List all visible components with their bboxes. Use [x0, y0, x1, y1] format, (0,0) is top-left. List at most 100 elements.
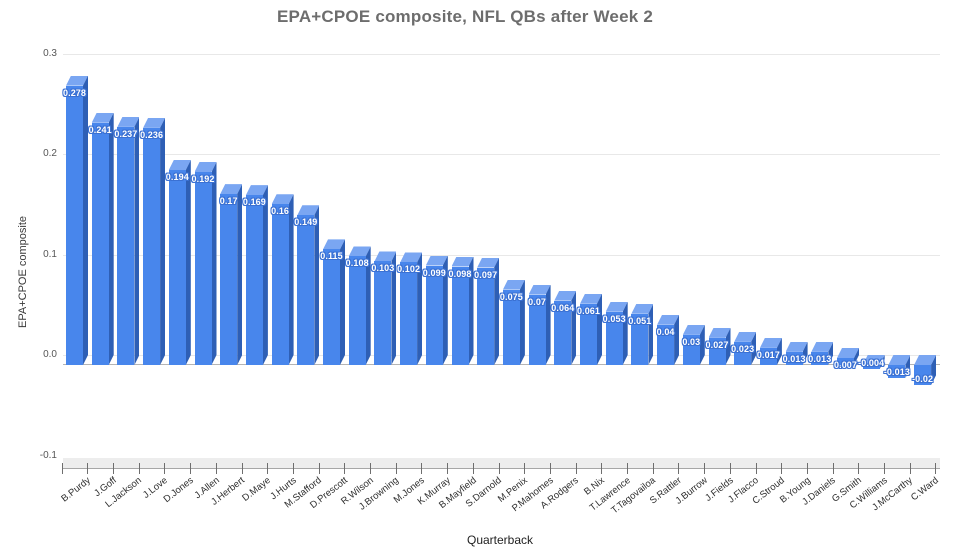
- bar[interactable]: [682, 324, 705, 365]
- axis-tick: [704, 463, 706, 474]
- bar-value-label: -0.004: [858, 358, 885, 369]
- axis-tick: [267, 463, 269, 474]
- bar-value-label: 0.075: [499, 291, 523, 302]
- bar[interactable]: [734, 331, 757, 365]
- bar-side-face: [571, 291, 576, 365]
- bar-top-face: [66, 75, 88, 86]
- bar-value-label: 0.236: [140, 129, 164, 140]
- bar[interactable]: [245, 185, 268, 365]
- bar-side-face: [674, 315, 679, 365]
- bar-value-label: 0.237: [114, 128, 138, 139]
- bar[interactable]: [580, 293, 602, 365]
- axis-tick: [113, 463, 115, 474]
- bar[interactable]: [657, 314, 680, 365]
- bar-value-label: 0.115: [320, 251, 343, 262]
- bar-top-face: [502, 279, 525, 290]
- bar-side-face: [751, 332, 756, 365]
- bar[interactable]: [168, 160, 191, 365]
- bar-value-label: 0.017: [756, 349, 780, 360]
- gridline: [63, 53, 940, 55]
- bar-side-face: [134, 117, 139, 365]
- y-tick-label: 0.3: [43, 47, 57, 59]
- bar[interactable]: [708, 327, 731, 365]
- bar-value-label: 0.099: [422, 267, 446, 278]
- bar[interactable]: [811, 341, 834, 365]
- bar-side-face: [186, 160, 191, 365]
- bar-side-face: [494, 258, 499, 365]
- bar-side-face: [880, 355, 885, 369]
- bar-front-face: [682, 334, 700, 365]
- axis-tick: [678, 463, 680, 474]
- bar-front-face: [374, 261, 392, 365]
- bar[interactable]: [605, 301, 628, 365]
- bar-value-label: 0.16: [271, 206, 290, 217]
- bar[interactable]: [451, 256, 474, 365]
- bar[interactable]: [888, 355, 911, 379]
- bar[interactable]: [91, 112, 114, 365]
- bar-front-face: [323, 249, 340, 365]
- bar-value-label: 0.007: [833, 359, 858, 370]
- bar-value-label: 0.027: [705, 339, 729, 350]
- bar-front-face: [271, 204, 289, 365]
- bar[interactable]: [785, 341, 808, 365]
- bar-top-face: [734, 331, 757, 342]
- bar-front-face: [502, 289, 520, 365]
- bar-front-face: [554, 300, 572, 365]
- bar[interactable]: [374, 251, 397, 365]
- axis-tick: [498, 463, 500, 474]
- bar[interactable]: [143, 117, 166, 365]
- bar[interactable]: [348, 246, 371, 365]
- bar-side-face: [340, 239, 345, 365]
- bar[interactable]: [425, 255, 448, 365]
- bar[interactable]: [194, 162, 217, 365]
- bar[interactable]: [914, 355, 937, 386]
- bar-side-face: [803, 342, 808, 365]
- bar-front-face: [837, 357, 854, 365]
- bar-side-face: [83, 76, 88, 365]
- bar-front-face: [528, 294, 546, 365]
- bar[interactable]: [66, 75, 88, 365]
- bar[interactable]: [837, 347, 859, 365]
- bar[interactable]: [554, 290, 577, 365]
- bar-top-face: [862, 355, 885, 365]
- axis-tick: [755, 463, 757, 474]
- axis-tick: [935, 463, 937, 474]
- axis-tick: [549, 463, 551, 474]
- axis-tick: [652, 463, 654, 474]
- bar[interactable]: [502, 279, 525, 365]
- axis-tick: [909, 463, 911, 474]
- axis-tick: [627, 463, 629, 474]
- bar-side-face: [623, 302, 628, 365]
- axis-tick: [447, 463, 449, 474]
- bar-value-label: 0.04: [656, 326, 675, 337]
- bar[interactable]: [862, 355, 885, 370]
- bar-front-face: [605, 311, 623, 365]
- bar-side-face: [777, 338, 782, 365]
- bar[interactable]: [323, 239, 345, 365]
- bar-value-label: 0.023: [731, 343, 755, 354]
- bar-front-face: [400, 262, 418, 365]
- bar-top-face: [91, 112, 114, 123]
- bar[interactable]: [528, 284, 551, 365]
- bar[interactable]: [271, 194, 294, 365]
- bar[interactable]: [117, 116, 140, 365]
- bar[interactable]: [297, 205, 320, 365]
- bar[interactable]: [400, 252, 423, 365]
- bar-front-face: [862, 365, 880, 370]
- bar[interactable]: [631, 303, 654, 365]
- bar[interactable]: [759, 337, 782, 365]
- axis-tick: [61, 463, 63, 474]
- bar-front-face: [143, 127, 161, 365]
- bar[interactable]: [220, 184, 243, 365]
- axis-tick: [344, 463, 346, 474]
- axis-tick: [292, 463, 294, 474]
- bar-front-face: [580, 303, 597, 365]
- bar-side-face: [700, 325, 705, 365]
- bar[interactable]: [477, 257, 500, 365]
- bar-side-face: [391, 251, 396, 365]
- bar-top-face: [759, 337, 782, 348]
- bar-top-face: [297, 205, 320, 216]
- bar-front-face: [811, 351, 829, 365]
- bar-top-face: [451, 256, 474, 267]
- axis-tick: [472, 463, 474, 474]
